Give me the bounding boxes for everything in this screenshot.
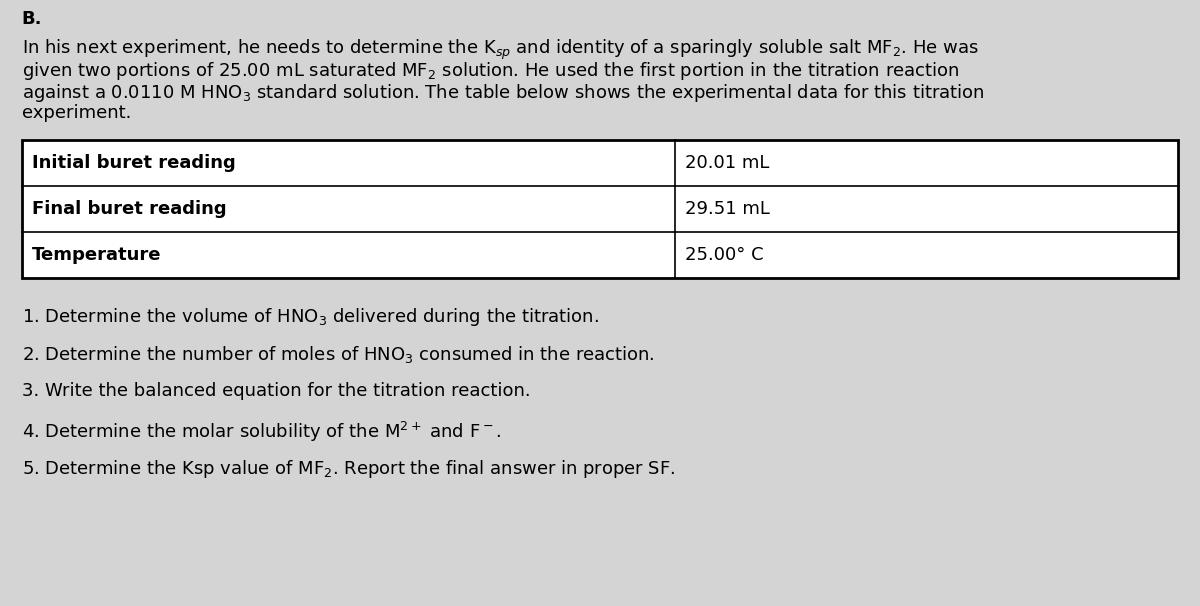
Text: 1. Determine the volume of HNO$_3$ delivered during the titration.: 1. Determine the volume of HNO$_3$ deliv…	[22, 306, 599, 328]
Bar	[22, 140, 1178, 278]
Text: experiment.: experiment.	[22, 104, 131, 122]
Text: B.: B.	[22, 10, 42, 28]
Text: In his next experiment, he needs to determine the K$_{sp}$ and identity of a spa: In his next experiment, he needs to dete…	[22, 38, 978, 62]
Text: 25.00° C: 25.00° C	[685, 246, 764, 264]
Text: Initial buret reading: Initial buret reading	[31, 154, 235, 172]
Text: against a 0.0110 M HNO$_3$ standard solution. The table below shows the experime: against a 0.0110 M HNO$_3$ standard solu…	[22, 82, 984, 104]
Text: 3. Write the balanced equation for the titration reaction.: 3. Write the balanced equation for the t…	[22, 382, 530, 400]
Bar	[22, 140, 1178, 278]
Text: 29.51 mL: 29.51 mL	[685, 200, 770, 218]
Text: Final buret reading: Final buret reading	[31, 200, 227, 218]
Text: 4. Determine the molar solubility of the M$^{2+}$ and F$^-$.: 4. Determine the molar solubility of the…	[22, 420, 500, 444]
Text: given two portions of 25.00 mL saturated MF$_2$ solution. He used the first port: given two portions of 25.00 mL saturated…	[22, 60, 959, 82]
Text: 2. Determine the number of moles of HNO$_3$ consumed in the reaction.: 2. Determine the number of moles of HNO$…	[22, 344, 654, 365]
Text: 20.01 mL: 20.01 mL	[685, 154, 769, 172]
Text: Temperature: Temperature	[31, 246, 161, 264]
Text: 5. Determine the Ksp value of MF$_2$. Report the final answer in proper SF.: 5. Determine the Ksp value of MF$_2$. Re…	[22, 458, 676, 480]
